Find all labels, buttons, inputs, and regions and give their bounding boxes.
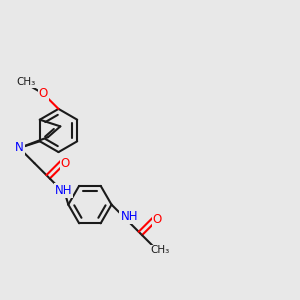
Text: O: O	[60, 157, 70, 170]
Text: CH₃: CH₃	[151, 245, 170, 255]
Text: O: O	[39, 87, 48, 100]
Text: NH: NH	[120, 210, 138, 223]
Text: N: N	[15, 142, 24, 154]
Text: NH: NH	[55, 184, 72, 197]
Text: CH₃: CH₃	[16, 77, 36, 87]
Text: O: O	[153, 213, 162, 226]
